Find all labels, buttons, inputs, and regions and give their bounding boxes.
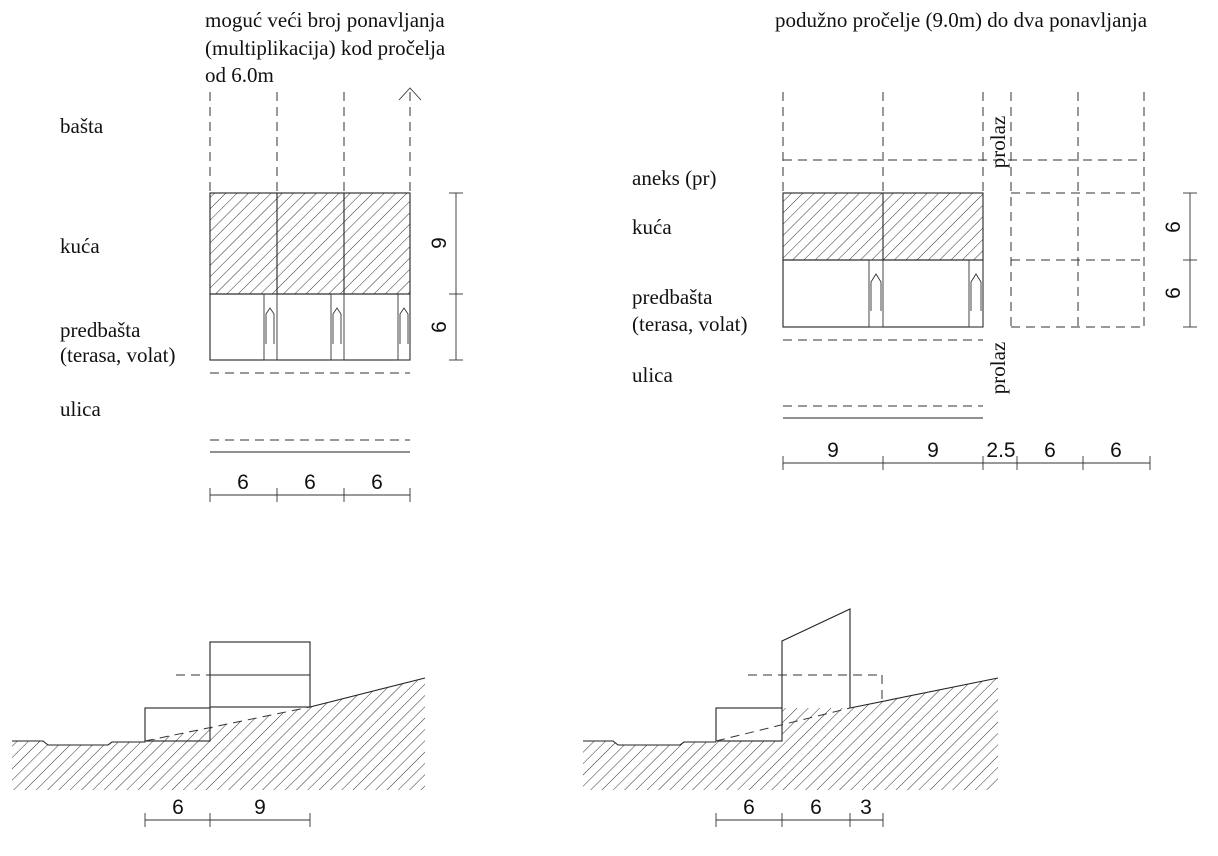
garden-dashed-lines [209,87,422,193]
label-prolaz-top: prolaz [986,116,1010,168]
label-terasa-volat: (terasa, volat) [632,312,747,336]
label-basta: bašta [60,114,104,138]
dimension-side: 9 6 [428,192,463,361]
dim-label: 6 [743,796,755,819]
dim-label: 9 [254,796,266,819]
dim-label: 3 [860,796,872,819]
dim-label: 6 [304,471,316,494]
note-line-3: od 6.0m [205,63,274,87]
dim-label: 6 [237,471,249,494]
dim-label: 6 [1044,439,1056,462]
note-line-2: (multiplikacija) kod pročelja [205,36,446,60]
plan-linked-houses: podužno pročelje (9.0m) do dva ponavljan… [632,8,1197,470]
label-ulica: ulica [632,363,673,387]
label-predbasta: predbašta [60,318,141,342]
section-stepped-house: 6 9 [12,641,426,827]
note-line: podužno pročelje (9.0m) do dva ponavljan… [775,8,1148,32]
label-ulica: ulica [60,397,101,421]
label-terasa-volat: (terasa, volat) [60,343,175,367]
dim-label: 2.5 [986,439,1015,462]
dim-label: 9 [827,439,839,462]
dim-label: 6 [810,796,822,819]
dim-label: 6 [1110,439,1122,462]
label-kuca: kuća [60,234,100,258]
label-kuca: kuća [632,215,672,239]
label-predbasta: predbašta [632,285,713,309]
plan-row-houses: moguć veći broj ponavljanja (multiplikac… [60,8,463,502]
label-prolaz-bottom: prolaz [986,342,1010,394]
house-blocks [209,192,411,295]
arrow-up-icon [398,87,422,101]
dim-label: 6 [1162,287,1185,299]
section-sloped-house: 6 6 3 [583,608,999,827]
dim-label: 9 [428,237,451,249]
dimension-bottom: 6 6 6 [209,471,411,502]
label-aneks: aneks (pr) [632,166,717,190]
dim-label: 6 [428,321,451,333]
dim-label: 6 [1162,221,1185,233]
dim-label: 6 [371,471,383,494]
dimension-side: 6 6 [1162,192,1197,328]
forecourt-terrace [209,293,411,361]
dimension-bottom: 9 9 2.5 6 6 [782,439,1151,470]
dim-label: 9 [927,439,939,462]
note-line-1: moguć veći broj ponavljanja [205,8,445,32]
dim-label: 6 [172,796,184,819]
